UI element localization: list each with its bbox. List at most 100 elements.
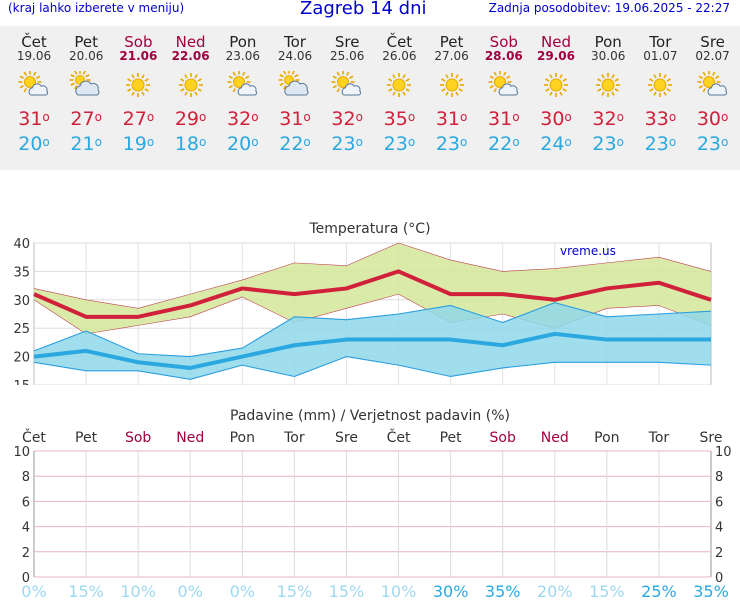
day-column: Čet 19.06 31o 20o	[8, 26, 60, 157]
x-tick-label: Pon	[230, 430, 255, 446]
min-temperature-value: 23	[592, 133, 617, 155]
min-temperature-value: 23	[383, 133, 408, 155]
max-temperature: 31o	[8, 107, 60, 131]
partly-cloudy-icon	[18, 71, 49, 96]
day-column: Tor 24.06 31o 22o	[269, 26, 321, 157]
degree-mark: o	[42, 110, 50, 124]
min-temperature-value: 19	[122, 133, 147, 155]
y-tick-label-right: 6	[715, 495, 723, 510]
precipitation-probability: 0%	[230, 582, 255, 600]
day-name: Sob	[489, 33, 518, 51]
sun-icon	[648, 73, 673, 97]
max-temperature-value: 35	[383, 108, 408, 130]
day-column: Sre 25.06 32o 23o	[321, 26, 373, 157]
x-tick-label: Ned	[541, 430, 569, 446]
max-band-edge	[33, 293, 712, 335]
min-temperature-value: 20	[227, 133, 252, 155]
day-name: Ned	[541, 33, 571, 51]
min-temperature-value: 21	[70, 133, 95, 155]
precipitation-probability: 0%	[21, 582, 46, 600]
y-tick-label: 0	[22, 571, 30, 586]
chart-title: Padavine (mm) / Verjetnost padavin (%)	[230, 408, 510, 424]
day-date: 27.06	[434, 49, 469, 63]
degree-mark: o	[251, 110, 259, 124]
x-tick-label: Sre	[335, 430, 358, 446]
degree-mark: o	[407, 110, 416, 124]
max-temperature: 31o	[269, 107, 321, 131]
precipitation-probability: 15%	[277, 582, 313, 600]
partly-cloudy-icon	[227, 71, 257, 96]
watermark: vreme.us	[560, 244, 616, 258]
day-date: 02.07	[695, 49, 730, 63]
day-date: 22.06	[171, 49, 210, 63]
min-temperature: 23o	[373, 131, 425, 157]
min-temperature: 24o	[530, 131, 582, 157]
min-temperature-value: 22	[488, 133, 513, 155]
day-name: Pet	[74, 33, 98, 51]
precipitation-probability: 15%	[68, 582, 104, 600]
min-band-edge	[33, 356, 712, 380]
max-temperature: 33o	[634, 107, 686, 131]
daily-forecast-strip: Čet 19.06 31o 20o Pet 20.06 27o 21o Sob 21.06 27o 1…	[0, 26, 740, 170]
min-temperature: 23o	[634, 131, 686, 157]
min-temperature-value: 23	[435, 133, 461, 155]
min-temperature-value: 23	[331, 133, 356, 155]
day-name: Pon	[229, 33, 257, 51]
degree-mark: o	[616, 135, 624, 149]
max-temperature: 31o	[478, 107, 530, 131]
y-tick-label: 40	[13, 237, 30, 252]
degree-mark: o	[42, 135, 50, 149]
max-temperature: 31o	[426, 107, 478, 131]
min-temperature: 23o	[426, 131, 478, 157]
day-column: Sob 21.06 27o 19o	[112, 26, 164, 157]
x-tick-label: Pon	[594, 430, 619, 446]
day-column: Ned 22.06 29o 18o	[165, 26, 217, 157]
max-temperature-line	[33, 269, 712, 319]
y-tick-label: 2	[22, 546, 30, 561]
chart-title: Temperatura (°C)	[308, 221, 430, 237]
min-temperature-value: 22	[279, 133, 304, 155]
min-band-edge	[33, 302, 712, 358]
day-date: 28.06	[484, 49, 523, 63]
min-temperature: 23o	[321, 131, 373, 157]
sun-icon	[544, 73, 568, 97]
day-date: 30.06	[591, 49, 626, 63]
day-date: 20.06	[69, 49, 104, 63]
y-tick-label: 15	[13, 379, 30, 385]
precipitation-probability: 35%	[485, 582, 521, 600]
max-temperature: 30o	[530, 107, 582, 131]
max-temperature-value: 30	[540, 108, 565, 130]
day-column: Pet 20.06 27o 21o	[60, 26, 112, 157]
day-column: Tor 01.07 33o 23o	[634, 26, 686, 157]
x-tick-label: Čet	[22, 428, 46, 446]
x-tick-label: Pet	[75, 430, 98, 446]
max-temperature: 32o	[321, 107, 373, 131]
min-temperature-value: 18	[174, 133, 200, 155]
y-tick-label-right: 4	[715, 521, 723, 536]
min-temperature-value: 23	[696, 133, 722, 155]
min-temperature: 22o	[269, 131, 321, 157]
day-date: 21.06	[119, 49, 158, 63]
degree-mark: o	[146, 110, 155, 124]
x-tick-label: Sre	[700, 430, 723, 446]
day-name: Sre	[700, 33, 725, 51]
max-temperature-value: 27	[122, 108, 147, 130]
sun-icon	[126, 73, 151, 97]
y-tick-label-right: 0	[715, 571, 723, 586]
degree-mark: o	[668, 110, 677, 124]
y-tick-label: 20	[13, 351, 30, 366]
max-temperature-value: 31	[279, 108, 304, 130]
degree-mark: o	[564, 135, 572, 149]
precipitation-probability: 15%	[329, 582, 365, 600]
day-name: Pon	[594, 33, 622, 51]
day-column: Sob 28.06 31o 22o	[478, 26, 530, 157]
max-temperature-value: 33	[644, 108, 669, 130]
day-name: Tor	[649, 33, 672, 51]
day-date: 26.06	[382, 49, 417, 63]
max-temperature: 35o	[373, 107, 425, 131]
max-temperature-value: 32	[227, 108, 252, 130]
x-tick-label: Čet	[387, 428, 411, 446]
day-column: Čet 26.06 35o 23o	[373, 26, 425, 157]
precipitation-probability: 35%	[693, 582, 729, 600]
y-tick-label: 6	[22, 495, 30, 510]
